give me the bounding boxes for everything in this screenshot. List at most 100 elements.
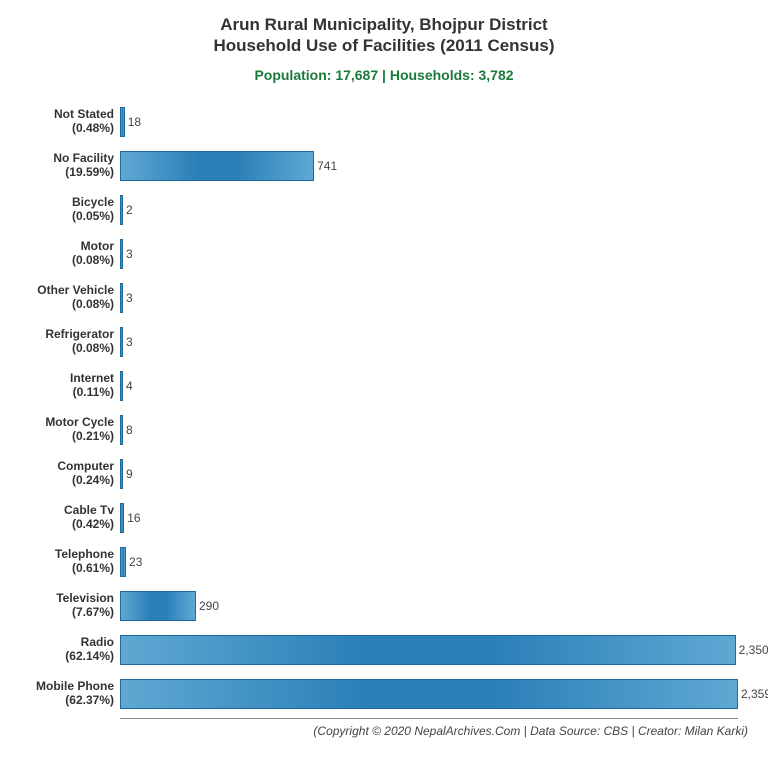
value-label: 3 [126, 291, 133, 305]
category-label: Television(7.67%) [0, 592, 116, 620]
category-name: Cable Tv [64, 503, 114, 517]
category-percent: (0.08%) [72, 341, 114, 355]
category-name: Not Stated [54, 107, 114, 121]
bar: 3 [120, 239, 123, 269]
bar-row: Computer(0.24%)9 [0, 452, 768, 496]
category-percent: (0.61%) [72, 561, 114, 575]
category-label: Cable Tv(0.42%) [0, 504, 116, 532]
bar: 9 [120, 459, 123, 489]
category-label: Radio(62.14%) [0, 636, 116, 664]
value-label: 290 [199, 599, 219, 613]
bar-row: Radio(62.14%)2,350 [0, 628, 768, 672]
category-percent: (0.05%) [72, 209, 114, 223]
category-percent: (0.11%) [73, 385, 114, 399]
bar-track: 4 [120, 371, 738, 401]
category-percent: (19.59%) [65, 165, 114, 179]
bar-row: Motor Cycle(0.21%)8 [0, 408, 768, 452]
bar-row: Other Vehicle(0.08%)3 [0, 276, 768, 320]
category-label: No Facility(19.59%) [0, 152, 116, 180]
bar-track: 3 [120, 283, 738, 313]
category-name: Television [56, 591, 114, 605]
bar-row: Television(7.67%)290 [0, 584, 768, 628]
category-label: Mobile Phone(62.37%) [0, 680, 116, 708]
category-label: Motor Cycle(0.21%) [0, 416, 116, 444]
chart-footer-credit: (Copyright © 2020 NepalArchives.Com | Da… [120, 724, 748, 738]
chart-title-block: Arun Rural Municipality, Bhojpur Distric… [0, 0, 768, 83]
bar: 3 [120, 327, 123, 357]
category-percent: (62.14%) [65, 649, 114, 663]
chart-subtitle: Population: 17,687 | Households: 3,782 [0, 67, 768, 83]
category-percent: (0.21%) [72, 429, 114, 443]
category-percent: (7.67%) [72, 605, 114, 619]
category-name: Radio [81, 635, 114, 649]
bar: 8 [120, 415, 123, 445]
bar-track: 2,350 [120, 635, 738, 665]
bar-track: 16 [120, 503, 738, 533]
bar: 2,359 [120, 679, 738, 709]
category-label: Not Stated(0.48%) [0, 108, 116, 136]
value-label: 3 [126, 247, 133, 261]
chart-title-line2: Household Use of Facilities (2011 Census… [0, 35, 768, 56]
bar: 4 [120, 371, 123, 401]
category-name: Computer [57, 459, 114, 473]
category-label: Refrigerator(0.08%) [0, 328, 116, 356]
bar: 2,350 [120, 635, 736, 665]
category-name: Internet [70, 371, 114, 385]
category-label: Bicycle(0.05%) [0, 196, 116, 224]
category-name: Mobile Phone [36, 679, 114, 693]
category-label: Motor(0.08%) [0, 240, 116, 268]
bar: 16 [120, 503, 124, 533]
value-label: 2 [126, 203, 133, 217]
bar: 23 [120, 547, 126, 577]
bar-track: 9 [120, 459, 738, 489]
bar-track: 3 [120, 327, 738, 357]
category-name: Other Vehicle [37, 283, 114, 297]
category-name: No Facility [53, 151, 114, 165]
category-name: Bicycle [72, 195, 114, 209]
bar-track: 3 [120, 239, 738, 269]
category-percent: (0.42%) [72, 517, 114, 531]
value-label: 3 [126, 335, 133, 349]
bar-row: Not Stated(0.48%)18 [0, 100, 768, 144]
bar-row: Cable Tv(0.42%)16 [0, 496, 768, 540]
bar-track: 18 [120, 107, 738, 137]
value-label: 23 [129, 555, 142, 569]
category-label: Internet(0.11%) [0, 372, 116, 400]
bar-row: Motor(0.08%)3 [0, 232, 768, 276]
bar: 18 [120, 107, 125, 137]
bar: 290 [120, 591, 196, 621]
category-label: Other Vehicle(0.08%) [0, 284, 116, 312]
value-label: 2,350 [739, 643, 768, 657]
value-label: 8 [126, 423, 133, 437]
bar-row: No Facility(19.59%) 741 [0, 144, 768, 188]
bar-track: 23 [120, 547, 738, 577]
x-axis-line [120, 718, 738, 719]
category-percent: (0.24%) [72, 473, 114, 487]
bar: 3 [120, 283, 123, 313]
value-label: 16 [127, 511, 140, 525]
bar-row: Bicycle(0.05%)2 [0, 188, 768, 232]
bar-track: 2 [120, 195, 738, 225]
category-percent: (0.08%) [72, 253, 114, 267]
category-label: Telephone(0.61%) [0, 548, 116, 576]
value-label: 18 [128, 115, 141, 129]
category-label: Computer(0.24%) [0, 460, 116, 488]
bar-row: Refrigerator(0.08%)3 [0, 320, 768, 364]
category-name: Motor [81, 239, 114, 253]
category-percent: (0.08%) [72, 297, 114, 311]
bar: 2 [120, 195, 123, 225]
chart-title-line1: Arun Rural Municipality, Bhojpur Distric… [0, 14, 768, 35]
category-name: Motor Cycle [45, 415, 114, 429]
bar-row: Telephone(0.61%)23 [0, 540, 768, 584]
value-label: 2,359 [741, 687, 768, 701]
value-label: 741 [317, 159, 337, 173]
value-label: 4 [126, 379, 133, 393]
value-label: 9 [126, 467, 133, 481]
bar-track: 8 [120, 415, 738, 445]
bar-row: Mobile Phone(62.37%)2,359 [0, 672, 768, 716]
category-percent: (62.37%) [65, 693, 114, 707]
chart-plot-area: Not Stated(0.48%)18No Facility(19.59%)74… [0, 100, 768, 720]
bar-track: 290 [120, 591, 738, 621]
bar-track: 741 [120, 151, 738, 181]
bar-track: 2,359 [120, 679, 738, 709]
